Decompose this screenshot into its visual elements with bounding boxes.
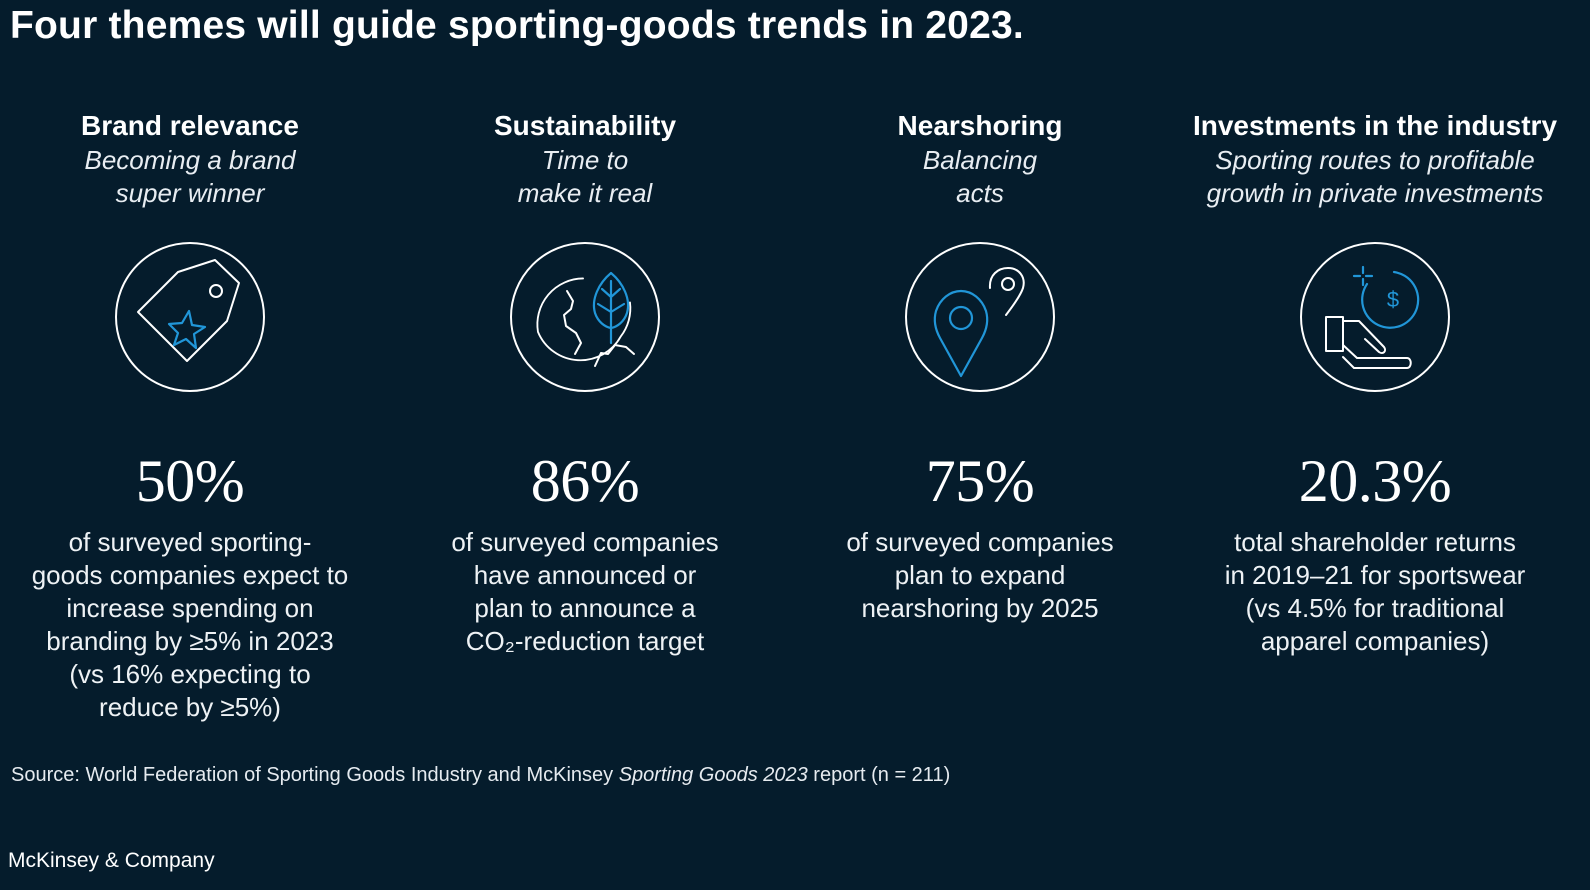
page-title: Four themes will guide sporting-goods tr… <box>10 4 1024 47</box>
theme-sustainability: Sustainability Time to make it real 86% … <box>385 108 785 656</box>
theme-subtitle: Sporting routes to profitable growth in … <box>1206 145 1544 208</box>
hand-coin-icon: $ <box>1299 241 1451 393</box>
source-report-title: Sporting Goods 2023 <box>618 764 808 786</box>
price-tag-star-icon <box>114 241 266 393</box>
source-suffix: report (n = 211) <box>807 764 951 786</box>
theme-brand-relevance: Brand relevance Becoming a brand super w… <box>0 108 390 722</box>
theme-name: Brand relevance <box>81 110 299 141</box>
brand-logo-text: McKinsey & Company <box>8 849 215 872</box>
theme-name: Nearshoring <box>897 110 1063 141</box>
stat-description: of surveyed companies plan to expand nea… <box>846 527 1114 623</box>
stat-value: 50% <box>135 448 245 514</box>
stat-value: 20.3% <box>1298 448 1452 514</box>
stat-value: 86% <box>530 448 640 514</box>
source-prefix: Source: World Federation of Sporting Goo… <box>11 764 619 786</box>
stat-value: 75% <box>925 448 1035 514</box>
stat-description: of surveyed sporting- goods companies ex… <box>31 527 349 722</box>
theme-subtitle: Becoming a brand super winner <box>84 145 296 208</box>
globe-leaf-icon <box>509 241 661 393</box>
theme-nearshoring: Nearshoring Balancing acts 75% of survey… <box>780 108 1180 623</box>
theme-name: Investments in the industry <box>1192 110 1558 141</box>
theme-name: Sustainability <box>493 110 677 141</box>
stat-description: total shareholder returns in 2019–21 for… <box>1224 527 1526 656</box>
svg-text:$: $ <box>1387 287 1399 312</box>
location-pins-icon <box>904 241 1056 393</box>
theme-subtitle: Balancing acts <box>922 145 1038 208</box>
theme-subtitle: Time to make it real <box>517 145 653 208</box>
stat-description: of surveyed companies have announced or … <box>451 527 719 656</box>
theme-investments: Investments in the industry Sporting rou… <box>1175 108 1575 656</box>
source-note: Source: World Federation of Sporting Goo… <box>11 764 950 787</box>
